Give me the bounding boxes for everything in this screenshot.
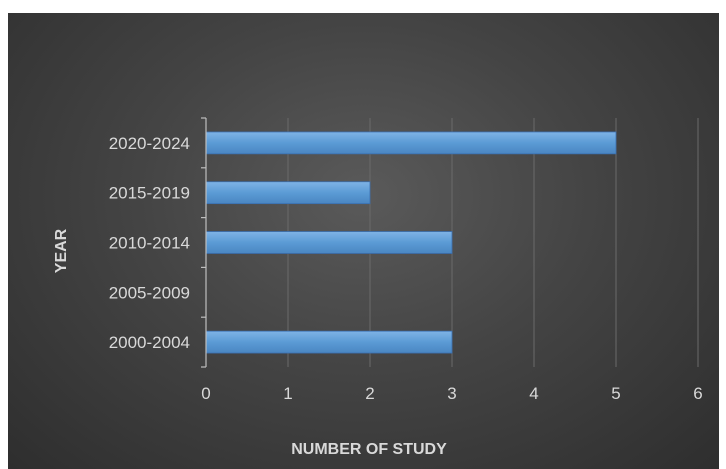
tick-labels: 0 1 2 3 4 5 6 2000-2004 2005-2009 2010-2014 2015-2… [109,134,703,403]
y-tick-label: 2020-2024 [109,134,190,153]
bars [205,131,617,354]
x-tick-label: 4 [529,384,538,403]
x-tick-label: 3 [447,384,456,403]
bar-chart: 0 1 2 3 4 5 6 2000-2004 2005-2009 2010-2014 2015-2… [53,117,703,458]
x-tick-label: 0 [201,384,210,403]
y-tick-label: 2015-2019 [109,184,190,203]
bar-2000-2004 [205,330,453,354]
bar-2015-2019 [205,181,371,205]
x-tick-label: 1 [283,384,292,403]
x-tick-label: 2 [365,384,374,403]
x-tick-label: 5 [611,384,620,403]
bar-2010-2014 [205,231,453,254]
bar-2020-2024 [205,131,617,155]
x-axis-title: NUMBER OF STUDY [291,441,447,458]
chart-area: 0 1 2 3 4 5 6 2000-2004 2005-2009 2010-2014 2015-2… [8,13,719,469]
y-tick-label: 2010-2014 [109,234,190,253]
axes [201,117,207,368]
y-tick-label: 2000-2004 [109,333,190,352]
y-tick-label: 2005-2009 [109,283,190,302]
x-tick-label: 6 [693,384,702,403]
y-axis-title: YEAR [53,228,70,273]
